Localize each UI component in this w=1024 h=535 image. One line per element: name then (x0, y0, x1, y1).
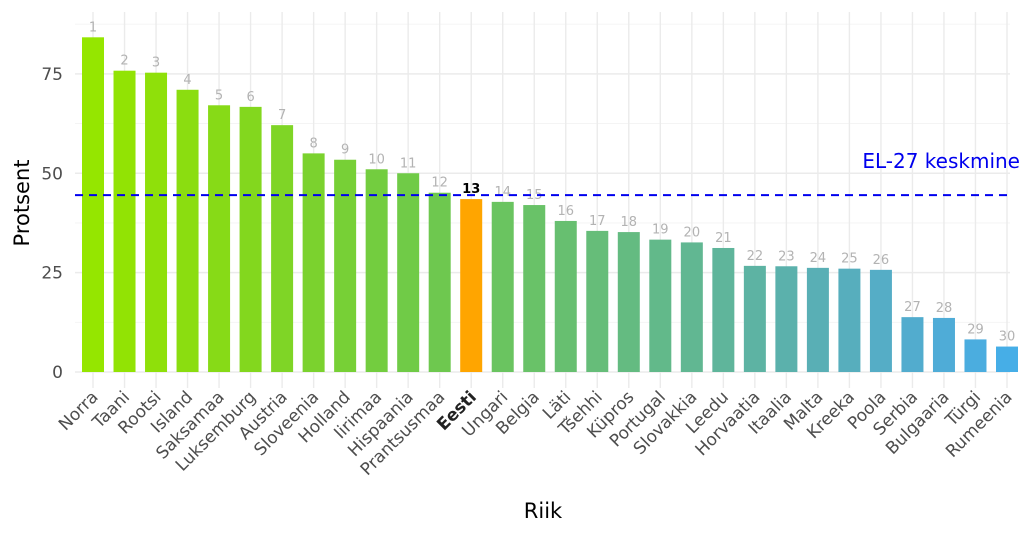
bar (271, 125, 294, 372)
bar (806, 267, 829, 372)
bar (208, 105, 231, 372)
bar (869, 269, 892, 372)
bar (901, 317, 924, 372)
rank-label: 28 (936, 301, 953, 316)
x-axis-title: Riik (524, 499, 563, 523)
y-tick-label: 25 (41, 264, 63, 284)
bar (239, 106, 262, 373)
bar (680, 242, 703, 372)
rank-label: 1 (89, 20, 97, 35)
bar (712, 247, 735, 372)
rank-label: 24 (810, 251, 827, 266)
bar (617, 232, 640, 372)
bar (838, 268, 861, 372)
rank-label: 27 (904, 300, 921, 315)
rank-label: 20 (684, 225, 701, 240)
y-tick-label: 50 (41, 164, 63, 184)
rank-label: 23 (778, 249, 795, 264)
rank-label: 18 (621, 215, 638, 230)
rank-label: 17 (589, 214, 606, 229)
bar (176, 89, 199, 373)
bar (964, 339, 987, 372)
bar (82, 37, 104, 373)
bar (460, 199, 483, 372)
rank-label: 30 (999, 330, 1016, 345)
rank-label: 29 (967, 322, 984, 337)
y-tick-label: 0 (52, 363, 63, 383)
bar (334, 159, 357, 372)
rank-label: 3 (152, 56, 160, 71)
bar (554, 220, 577, 372)
bar (743, 265, 766, 372)
rank-label: 4 (183, 73, 191, 88)
x-axis-ticks: NorraTaaniRootsiIslandSaksamaaLuksemburg… (55, 387, 1017, 480)
rank-label: 8 (309, 136, 317, 151)
rank-label: 10 (368, 152, 385, 167)
bar (365, 169, 388, 372)
rank-label: 22 (747, 249, 764, 264)
eu-average-label: EL-27 keskmine (862, 149, 1020, 173)
y-tick-label: 75 (41, 65, 63, 85)
rank-label: 19 (652, 223, 669, 238)
y-axis-ticks: 0 25 50 75 (41, 65, 63, 383)
bar (649, 239, 672, 372)
bar (932, 317, 955, 372)
rank-label: 14 (494, 185, 511, 200)
bar (428, 192, 451, 372)
bar (775, 266, 798, 372)
bar (302, 153, 325, 372)
rank-label: 16 (557, 204, 574, 219)
rank-label: 26 (873, 253, 890, 268)
bar (397, 173, 420, 372)
rank-label: 21 (715, 231, 732, 246)
rank-label: 11 (400, 156, 417, 171)
bar (145, 72, 168, 373)
bar (491, 201, 514, 372)
rank-label: 6 (246, 90, 254, 105)
rank-label: 25 (841, 252, 858, 267)
rank-label: 12 (431, 176, 448, 191)
rank-label: 15 (526, 188, 543, 203)
bars (82, 37, 1018, 373)
bar (996, 346, 1018, 372)
rank-label: 7 (278, 108, 286, 123)
bar (113, 70, 136, 372)
bar (523, 205, 546, 372)
rank-label: 13 (462, 182, 480, 197)
rank-label: 9 (341, 143, 349, 158)
bar (586, 230, 609, 372)
rank-label: 2 (120, 54, 128, 69)
y-axis-title: Protsent (10, 160, 34, 247)
rank-label: 5 (215, 88, 223, 103)
